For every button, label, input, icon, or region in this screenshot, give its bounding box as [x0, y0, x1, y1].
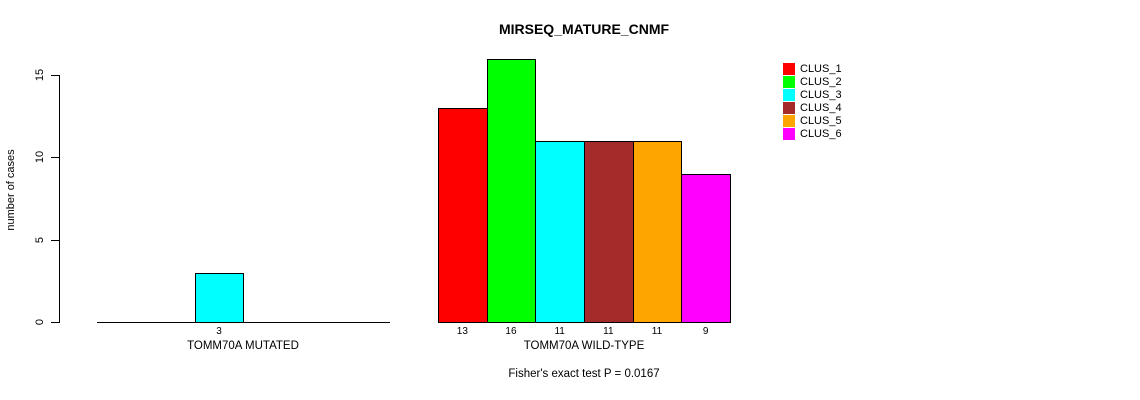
bar-value-label-clus_4-wild-type: 11 [603, 326, 614, 337]
bar-clus_4-wild-type [584, 140, 634, 323]
chart-title: MIRSEQ_MATURE_CNMF [498, 21, 670, 37]
legend-item-clus_2: CLUS_2 [783, 75, 842, 88]
bar-clus_1-wild-type [438, 107, 488, 323]
legend-item-clus_5: CLUS_5 [783, 114, 842, 127]
legend-item-clus_6: CLUS_6 [783, 127, 842, 140]
legend-swatch-clus_3 [783, 88, 795, 101]
bar-value-label-clus_3-wild-type: 11 [554, 326, 565, 337]
legend-swatch-clus_6 [783, 127, 795, 140]
legend-label: CLUS_4 [800, 101, 842, 114]
bar-value-label-clus_6-wild-type: 9 [702, 326, 709, 337]
group-label-wild-type: TOMM70A WILD-TYPE [523, 340, 645, 352]
bar-clus_6-wild-type [681, 173, 731, 323]
legend-item-clus_1: CLUS_1 [783, 62, 842, 75]
bar-clus_3-wild-type [535, 140, 585, 323]
legend-swatch-clus_1 [783, 62, 795, 75]
y-axis-line [59, 75, 60, 323]
group-label-mutated: TOMM70A MUTATED [187, 340, 299, 352]
y-tick-label-5: 5 [34, 236, 46, 243]
bar-value-label-clus_5-wild-type: 11 [651, 326, 663, 337]
legend-swatch-clus_2 [783, 75, 795, 88]
bar-clus_3-mutated [194, 272, 245, 323]
y-tick-label-15: 15 [34, 68, 46, 82]
legend-label: CLUS_3 [800, 88, 842, 101]
y-axis-label: number of cases [5, 149, 17, 231]
fisher-test-annotation: Fisher's exact test P = 0.0167 [508, 368, 660, 380]
legend-swatch-clus_4 [783, 101, 795, 114]
y-tick-mark-10 [51, 157, 59, 159]
legend-item-clus_4: CLUS_4 [783, 101, 842, 114]
y-tick-mark-0 [51, 322, 59, 323]
y-tick-label-0: 0 [34, 318, 46, 326]
legend: CLUS_1 CLUS_2 CLUS_3 CLUS_4 CLUS_5 CLUS_6 [783, 62, 842, 140]
legend-label: CLUS_6 [800, 127, 842, 140]
bar-value-label-clus_2-wild-type: 16 [505, 326, 517, 337]
y-tick-label-10: 10 [34, 151, 46, 164]
bar-clus_5-wild-type [632, 140, 683, 323]
legend-label: CLUS_2 [800, 75, 842, 88]
legend-label: CLUS_1 [800, 62, 842, 75]
bar-clus_2-wild-type [486, 58, 537, 323]
legend-label: CLUS_5 [800, 114, 842, 127]
y-tick-mark-15 [51, 75, 59, 76]
legend-swatch-clus_5 [783, 114, 795, 127]
bar-value-label-clus_1-wild-type: 13 [456, 326, 468, 337]
bar-value-label-clus_3-mutated: 3 [216, 326, 222, 337]
y-tick-mark-5 [51, 239, 59, 241]
legend-item-clus_3: CLUS_3 [783, 88, 842, 101]
